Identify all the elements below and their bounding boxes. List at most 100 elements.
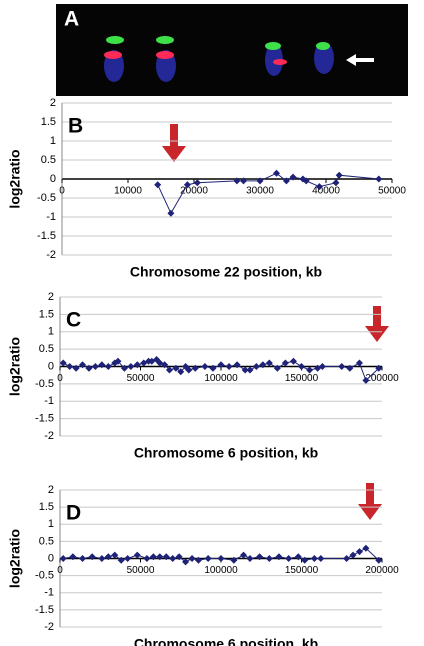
data-point <box>194 556 202 564</box>
y-tick-label: -1 <box>46 211 56 223</box>
fish-image: A <box>56 4 408 96</box>
data-point <box>167 209 175 217</box>
x-tick-label: 0 <box>57 565 63 576</box>
data-point <box>124 555 132 562</box>
data-point <box>149 553 157 561</box>
data-point <box>88 553 96 561</box>
data-point <box>66 363 74 370</box>
data-point <box>114 357 122 365</box>
y-tick-label: -1.5 <box>37 230 56 242</box>
x-tick-label: 50000 <box>127 373 155 384</box>
y-axis-title: log2ratio <box>7 149 23 208</box>
data-point <box>289 357 297 365</box>
y-tick-label: -0.5 <box>35 378 54 390</box>
green-signal <box>316 42 330 50</box>
red-arrow <box>162 124 186 162</box>
x-tick-label: 50000 <box>127 565 155 576</box>
data-point <box>104 553 112 561</box>
x-tick-label: 0 <box>59 186 65 197</box>
data-point <box>185 366 193 374</box>
data-point <box>177 368 185 376</box>
data-point <box>302 177 310 185</box>
data-point <box>335 171 343 179</box>
data-point <box>259 361 267 369</box>
data-point <box>161 361 169 369</box>
data-point <box>217 361 225 369</box>
data-point <box>289 173 297 181</box>
data-point <box>317 555 325 562</box>
data-point <box>273 364 281 372</box>
red-signal <box>273 59 287 65</box>
data-point <box>338 363 346 370</box>
data-point <box>256 553 264 561</box>
green-signal <box>106 36 124 44</box>
red-signal <box>104 51 122 59</box>
x-tick-label: 50000 <box>378 186 406 197</box>
panel-label: B <box>68 115 83 138</box>
data-point <box>117 556 125 564</box>
data-point <box>273 169 280 177</box>
data-point <box>306 366 314 374</box>
data-point <box>310 555 318 562</box>
data-point <box>362 376 370 384</box>
x-tick-label: 150000 <box>285 373 319 384</box>
y-tick-label: -2 <box>46 249 56 261</box>
data-point <box>346 364 354 372</box>
panel-label: C <box>66 309 81 332</box>
data-point <box>315 183 323 191</box>
y-tick-label: 1 <box>48 326 54 338</box>
data-point <box>133 551 141 559</box>
data-point <box>111 551 119 559</box>
data-point <box>193 179 201 187</box>
y-axis-title: log2ratio <box>7 337 23 396</box>
data-point <box>281 359 289 367</box>
data-point <box>265 359 273 367</box>
y-tick-label: 1.5 <box>39 308 54 320</box>
data-point <box>294 553 302 561</box>
x-axis-title: Chromosome 22 position, kb <box>130 264 322 280</box>
x-tick-label: 100000 <box>204 565 238 576</box>
data-point <box>240 177 247 185</box>
data-point <box>375 175 383 183</box>
data-point <box>301 556 309 564</box>
data-point <box>298 363 305 370</box>
y-tick-label: -1 <box>44 395 54 407</box>
y-tick-label: -2 <box>44 430 54 442</box>
y-tick-label: 0.5 <box>41 154 56 166</box>
x-tick-label: 150000 <box>285 565 319 576</box>
data-point <box>225 363 233 370</box>
green-signal <box>265 42 281 50</box>
y-tick-label: 1.5 <box>41 116 56 128</box>
y-tick-label: 1.5 <box>39 501 54 513</box>
chromosome <box>265 44 283 76</box>
red-arrow <box>358 483 382 520</box>
data-point <box>154 181 162 189</box>
x-tick-label: 10000 <box>114 186 142 197</box>
data-line <box>157 172 379 215</box>
y-tick-label: -1 <box>44 587 54 599</box>
data-point <box>143 555 151 562</box>
y-tick-label: 1 <box>48 518 54 530</box>
data-point <box>191 364 199 372</box>
y-tick-label: -2 <box>44 621 54 633</box>
data-point <box>183 181 191 189</box>
data-point <box>318 363 326 370</box>
y-tick-label: 0.5 <box>39 343 54 355</box>
data-point <box>201 363 209 370</box>
data-point <box>332 179 340 187</box>
x-tick-label: 0 <box>57 373 63 384</box>
data-point <box>156 553 164 561</box>
y-tick-label: -0.5 <box>37 192 56 204</box>
data-point <box>256 177 264 185</box>
data-point <box>285 555 293 562</box>
y-tick-label: 0 <box>50 173 56 185</box>
data-point <box>246 555 254 562</box>
data-point <box>165 366 173 374</box>
data-point <box>91 363 99 370</box>
data-point <box>127 363 135 370</box>
x-tick-label: 40000 <box>312 186 340 197</box>
data-point <box>252 363 260 370</box>
data-point <box>233 177 241 185</box>
data-point <box>85 364 93 372</box>
